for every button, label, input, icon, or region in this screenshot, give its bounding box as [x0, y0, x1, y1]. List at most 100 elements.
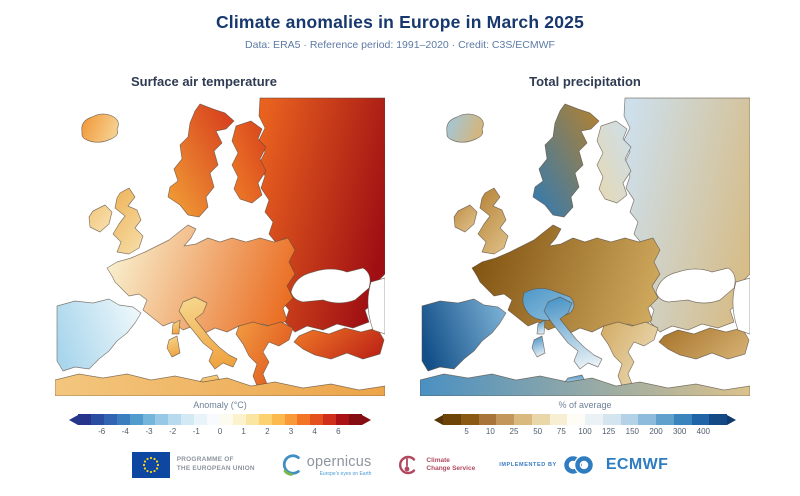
precipitation-colorbar-bar	[434, 414, 736, 425]
colorbar-tick: -3	[145, 427, 153, 436]
sardinia-region	[531, 335, 546, 358]
uk-region	[477, 187, 509, 255]
iberia-region	[421, 298, 507, 372]
italy-region	[178, 296, 238, 370]
temperature-colorbar-bar	[69, 414, 371, 425]
colorbar-segment	[310, 414, 324, 425]
colorbar-segment	[297, 414, 311, 425]
logos-footer: PROGRAMME OF THE EUROPEAN UNION opernicu…	[0, 452, 800, 478]
colorbar-tick: -1	[192, 427, 200, 436]
colorbar-tick: -4	[121, 427, 129, 436]
c3s-text: Climate Change Service	[426, 456, 476, 472]
colorbar-tick: 1	[241, 427, 246, 436]
colorbar-segment	[181, 414, 195, 425]
colorbar-right-arrow	[727, 414, 736, 425]
colorbar-segment	[129, 414, 143, 425]
iberia-region	[56, 298, 142, 372]
central-region	[106, 224, 296, 335]
africa-region	[55, 373, 385, 396]
precipitation-colorbar-ticks: 5 10 25 50 75 100 125 150 200 300 400	[443, 427, 727, 438]
colorbar-tick: 300	[672, 427, 687, 436]
eu-programme-logo: PROGRAMME OF THE EUROPEAN UNION	[131, 452, 255, 478]
iceland-region	[446, 113, 484, 143]
eu-flag-icon	[131, 452, 170, 478]
page-title: Climate anomalies in Europe in March 202…	[215, 12, 585, 32]
colorbar-segment	[284, 414, 298, 425]
header: Climate anomalies in Europe in March 202…	[0, 12, 800, 51]
colorbar-segment	[531, 414, 550, 425]
sardinia-region	[166, 335, 181, 358]
colorbar-segment	[142, 414, 156, 425]
corsica-region	[171, 319, 181, 335]
temperature-panel-title: Surface air temperature	[131, 74, 277, 89]
colorbar-segment	[443, 414, 461, 425]
iceland-region	[81, 113, 119, 143]
colorbar-segment	[549, 414, 568, 425]
colorbar-tick: 75	[556, 427, 566, 436]
copernicus-wordmark: opernicus	[306, 453, 372, 470]
colorbar-segment	[323, 414, 337, 425]
colorbar-tick: -2	[169, 427, 177, 436]
ecmwf-logo: IMPLEMENTED BY ECMWF	[499, 454, 668, 476]
colorbar-segments	[78, 414, 362, 425]
colorbar-tick: 5	[464, 427, 469, 436]
balkans-region	[600, 321, 659, 389]
colorbar-segment	[478, 414, 497, 425]
central-region	[471, 224, 661, 335]
colorbar-tick: 10	[485, 427, 495, 436]
colorbar-segment	[673, 414, 692, 425]
colorbar-segment	[496, 414, 514, 425]
caspian-region	[732, 277, 750, 335]
colorbar-segment	[103, 414, 117, 425]
colorbar-tick: 25	[509, 427, 519, 436]
colorbar-segment	[90, 414, 104, 425]
blackSea-region	[290, 267, 371, 304]
implemented-by-label: IMPLEMENTED BY	[499, 462, 557, 468]
colorbar-segment	[116, 414, 130, 425]
colorbar-segment	[271, 414, 285, 425]
colorbar-segment	[691, 414, 710, 425]
colorbar-segment	[514, 414, 532, 425]
colorbar-tick: -6	[98, 427, 106, 436]
colorbar-segment	[602, 414, 621, 425]
colorbar-segment	[567, 414, 585, 425]
blackSea-region	[655, 267, 736, 304]
scandinavia-region	[167, 103, 235, 218]
scandinavia-region	[532, 103, 600, 218]
colorbar-tick: 400	[696, 427, 711, 436]
colorbar-segment	[168, 414, 182, 425]
colorbar-segment	[349, 414, 362, 425]
colorbar-segment	[258, 414, 272, 425]
ireland-region	[88, 204, 113, 233]
copernicus-text: opernicus Europe's eyes on Earth	[306, 453, 372, 477]
turkey-region	[293, 327, 385, 360]
eu-programme-text: PROGRAMME OF THE EUROPEAN UNION	[176, 456, 255, 472]
colorbar-segment	[585, 414, 603, 425]
colorbar-segment	[207, 414, 220, 425]
corsica-region	[536, 319, 546, 335]
colorbar-left-arrow	[434, 414, 443, 425]
colorbar-right-arrow	[362, 414, 371, 425]
copernicus-tagline: Europe's eyes on Earth	[319, 470, 372, 477]
colorbar-left-arrow	[69, 414, 78, 425]
temperature-colorbar: Anomaly (°C) -6 -4 -3 -2 -1 0 1 2 3 4 6	[69, 400, 371, 438]
colorbar-segment	[232, 414, 246, 425]
colorbar-segment	[219, 414, 233, 425]
precipitation-panel-title: Total precipitation	[529, 74, 641, 89]
colorbar-tick: 125	[601, 427, 616, 436]
copernicus-logo: opernicus Europe's eyes on Earth	[279, 452, 372, 478]
ireland-region	[453, 204, 478, 233]
balkans-region	[235, 321, 294, 389]
colorbar-tick: 150	[625, 427, 640, 436]
page-subtitle: Data: ERA5 · Reference period: 1991–2020…	[245, 39, 555, 51]
finland-region	[231, 120, 267, 204]
temperature-colorbar-ticks: -6 -4 -3 -2 -1 0 1 2 3 4 6	[78, 427, 362, 438]
caspian-region	[367, 277, 385, 335]
colorbar-segment	[78, 414, 91, 425]
temperature-anomaly-map	[55, 96, 385, 396]
italy-region	[543, 296, 603, 370]
colorbar-segment	[155, 414, 169, 425]
colorbar-segment	[620, 414, 639, 425]
turkey-region	[658, 327, 750, 360]
temperature-panel: Surface air temperature Anomaly (°C) -6-…	[55, 74, 385, 438]
